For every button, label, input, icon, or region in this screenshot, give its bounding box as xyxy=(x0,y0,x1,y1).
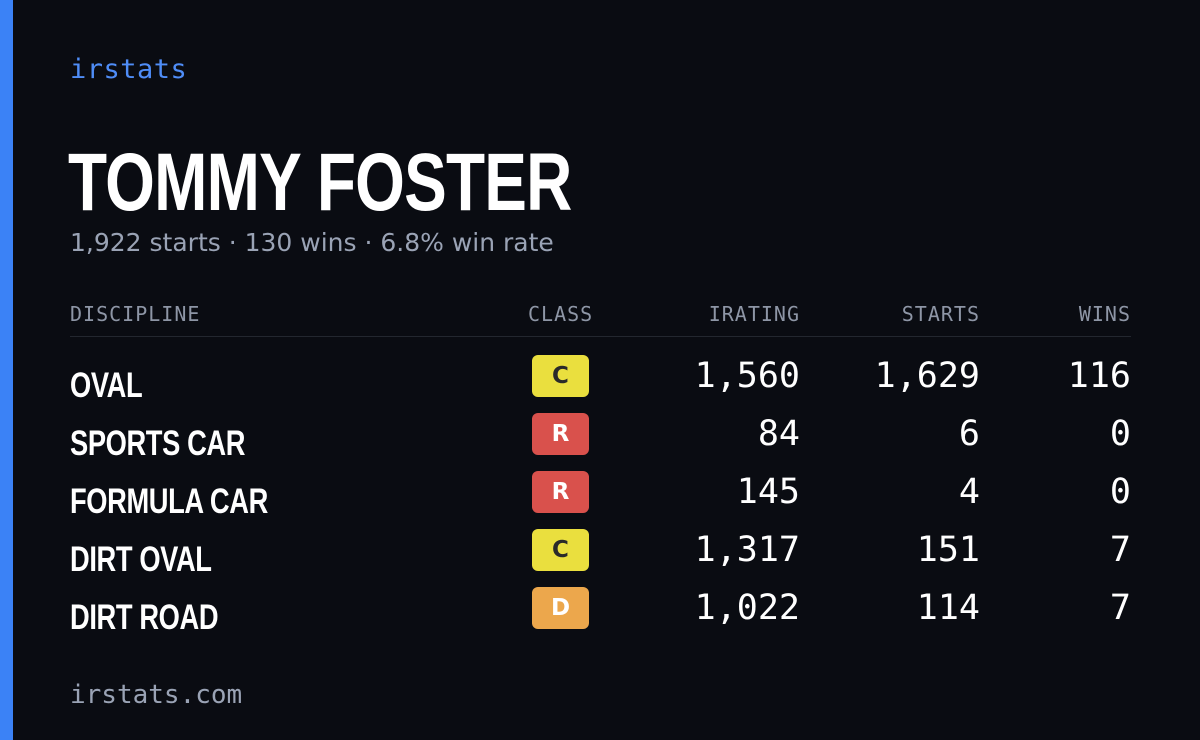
irating-value: 84 xyxy=(757,414,800,454)
irating-value: 1,560 xyxy=(694,356,800,396)
driver-summary: 1,922 starts · 130 wins · 6.8% win rate xyxy=(70,228,554,257)
class-badge: D xyxy=(532,587,589,629)
table-body: OVAL C 1,560 1,629 116 SPORTS CAR R 84 6… xyxy=(70,337,1131,642)
wins-value: 0 xyxy=(1109,472,1131,512)
accent-bar xyxy=(0,0,13,740)
discipline-table: DISCIPLINE CLASS IRATING STARTS WINS OVA… xyxy=(70,296,1131,642)
driver-name: TOMMY FOSTER xyxy=(68,137,572,228)
class-badge: C xyxy=(532,355,589,397)
starts-value: 6 xyxy=(958,414,980,454)
discipline-name: DIRT OVAL xyxy=(70,540,212,579)
table-header: DISCIPLINE CLASS IRATING STARTS WINS xyxy=(70,296,1131,337)
discipline-name: DIRT ROAD xyxy=(70,598,219,637)
starts-value: 114 xyxy=(916,588,980,628)
discipline-name: FORMULA CAR xyxy=(70,482,268,521)
header-discipline: DISCIPLINE xyxy=(70,302,201,326)
header-wins: WINS xyxy=(1078,302,1131,326)
wins-value: 116 xyxy=(1067,356,1131,396)
starts-value: 1,629 xyxy=(874,356,980,396)
starts-value: 151 xyxy=(916,530,980,570)
class-badge: R xyxy=(532,471,589,513)
discipline-name: OVAL xyxy=(70,366,143,405)
wins-value: 7 xyxy=(1109,588,1131,628)
irating-value: 1,022 xyxy=(694,588,800,628)
table-row: FORMULA CAR R 145 4 0 xyxy=(70,468,1131,526)
footer-domain: irstats.com xyxy=(70,680,243,710)
irating-value: 1,317 xyxy=(694,530,800,570)
irating-value: 145 xyxy=(736,472,800,512)
table-row: SPORTS CAR R 84 6 0 xyxy=(70,410,1131,468)
wins-value: 0 xyxy=(1109,414,1131,454)
class-badge: C xyxy=(532,529,589,571)
class-badge: R xyxy=(532,413,589,455)
header-starts: STARTS xyxy=(901,302,980,326)
starts-value: 4 xyxy=(958,472,980,512)
wins-value: 7 xyxy=(1109,530,1131,570)
table-row: OVAL C 1,560 1,629 116 xyxy=(70,352,1131,410)
discipline-name: SPORTS CAR xyxy=(70,424,246,463)
header-irating: IRATING xyxy=(708,302,800,326)
header-class: CLASS xyxy=(528,302,594,326)
table-row: DIRT ROAD D 1,022 114 7 xyxy=(70,584,1131,642)
brand-logo-text: irstats xyxy=(70,54,188,85)
table-row: DIRT OVAL C 1,317 151 7 xyxy=(70,526,1131,584)
